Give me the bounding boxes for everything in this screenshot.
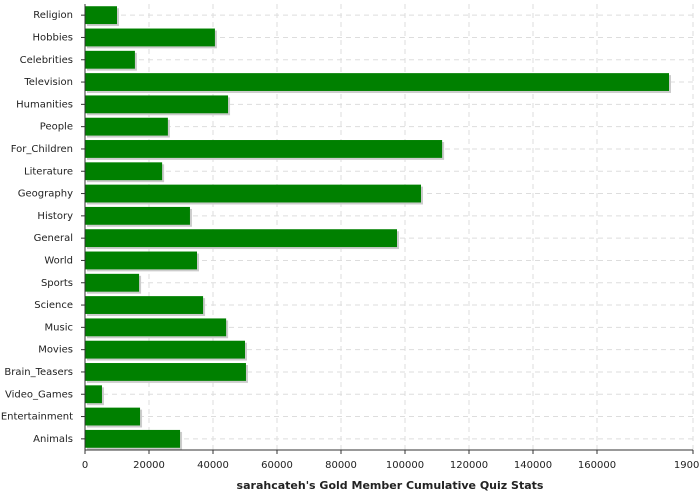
bar	[85, 28, 215, 47]
y-tick-label: Geography	[18, 189, 73, 200]
bar	[85, 296, 204, 314]
y-tick-label: Literature	[24, 166, 73, 177]
bar	[85, 429, 181, 448]
y-tick-label: Television	[23, 77, 73, 88]
x-tick-label: 0	[82, 460, 88, 471]
bar	[85, 407, 141, 426]
y-tick-label: Science	[34, 300, 73, 311]
y-tick-label: People	[40, 122, 73, 133]
bar	[85, 162, 163, 181]
bar	[85, 6, 117, 25]
x-tick-label: 80000	[325, 460, 357, 471]
bar	[85, 95, 229, 114]
x-tick-label: 20000	[133, 460, 165, 471]
y-tick-label: History	[37, 211, 73, 222]
x-tick-label: 100000	[386, 460, 424, 471]
y-tick-label: Entertainment	[1, 412, 73, 423]
bar	[85, 117, 168, 136]
y-tick-label: General	[34, 233, 73, 244]
x-tick-label: 140000	[514, 460, 552, 471]
bar	[85, 184, 421, 203]
y-tick-label: For_Children	[11, 144, 73, 155]
y-tick-label: Music	[45, 322, 73, 333]
y-tick-label: Brain_Teasers	[4, 367, 73, 378]
bar	[85, 385, 102, 404]
y-tick-label: Celebrities	[20, 55, 73, 66]
y-tick-label: Hobbies	[33, 32, 73, 43]
bar	[85, 73, 669, 91]
bar	[85, 140, 443, 158]
x-tick-label: 190000	[674, 460, 700, 471]
bar	[85, 50, 135, 69]
chart-title: sarahcateh's Gold Member Cumulative Quiz…	[237, 479, 544, 492]
y-tick-label: Movies	[38, 345, 73, 356]
bar	[85, 206, 190, 225]
x-tick-label: 40000	[197, 460, 229, 471]
y-tick-label: World	[44, 255, 73, 266]
x-tick-label: 160000	[578, 460, 616, 471]
x-tick-label: 60000	[261, 460, 293, 471]
x-tick-label: 120000	[450, 460, 488, 471]
y-tick-label: Video_Games	[5, 389, 73, 400]
bar	[85, 251, 197, 270]
bar	[85, 229, 397, 248]
bar	[85, 340, 245, 359]
y-tick-label: Humanities	[16, 99, 73, 110]
y-tick-label: Animals	[33, 434, 73, 445]
y-tick-label: Sports	[41, 278, 73, 289]
bar	[85, 363, 246, 381]
y-tick-label: Religion	[33, 10, 73, 21]
bar	[85, 273, 140, 292]
bar	[85, 318, 227, 337]
